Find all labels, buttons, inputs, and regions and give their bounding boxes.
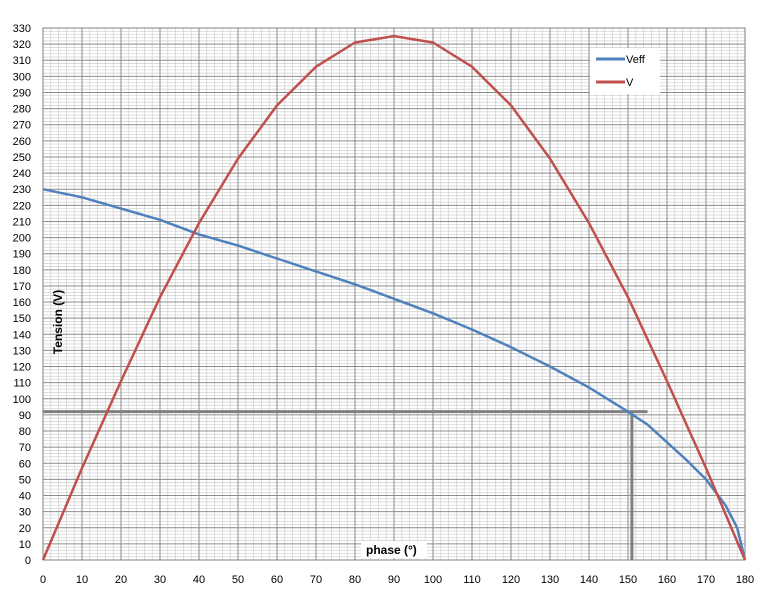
y-tick-label: 260 <box>13 136 31 148</box>
x-tick-label: 160 <box>658 574 676 586</box>
x-tick-label: 110 <box>463 574 481 586</box>
legend-background <box>590 48 660 94</box>
y-tick-label: 290 <box>13 87 31 99</box>
y-tick-label: 320 <box>13 39 31 51</box>
x-tick-label: 100 <box>424 574 442 586</box>
legend-label-v: V <box>626 77 634 89</box>
y-tick-label: 20 <box>19 523 31 535</box>
y-tick-label: 30 <box>19 507 31 519</box>
y-tick-label: 220 <box>13 200 31 212</box>
y-tick-label: 70 <box>19 442 31 454</box>
y-tick-label: 190 <box>13 249 31 261</box>
series-lines <box>41 34 747 561</box>
y-tick-label: 250 <box>13 152 31 164</box>
reference-lines <box>43 410 648 560</box>
x-tick-label: 80 <box>349 574 361 586</box>
x-tick-label: 90 <box>388 574 400 586</box>
x-tick-label: 50 <box>232 574 244 586</box>
x-axis-title: phase (°) <box>366 543 417 557</box>
y-tick-label: 110 <box>13 378 31 390</box>
y-tick-label: 270 <box>13 120 31 132</box>
x-tick-label: 180 <box>736 574 754 586</box>
y-tick-label: 230 <box>13 184 31 196</box>
x-tick-label: 40 <box>193 574 205 586</box>
x-tick-label: 60 <box>271 574 283 586</box>
y-tick-label: 150 <box>13 313 31 325</box>
y-tick-label: 330 <box>13 23 31 35</box>
y-tick-label: 80 <box>19 426 31 438</box>
y-tick-label: 140 <box>13 329 31 341</box>
y-tick-label: 200 <box>13 233 31 245</box>
y-tick-label: 50 <box>19 474 31 486</box>
x-tick-label: 0 <box>40 574 46 586</box>
y-tick-label: 60 <box>19 458 31 470</box>
series-line-veff <box>42 187 747 561</box>
legend-label-veff: Veff <box>626 54 646 66</box>
y-tick-label: 180 <box>13 265 31 277</box>
y-tick-label: 280 <box>13 104 31 116</box>
y-tick-label: 10 <box>19 539 31 551</box>
plot-area-border <box>42 27 746 561</box>
x-tick-label: 120 <box>502 574 520 586</box>
x-tick-label: 150 <box>619 574 637 586</box>
y-tick-label: 160 <box>13 297 31 309</box>
x-tick-label: 10 <box>76 574 88 586</box>
x-tick-label: 140 <box>580 574 598 586</box>
x-tick-label: 170 <box>697 574 715 586</box>
y-tick-label: 0 <box>25 555 31 567</box>
y-tick-label: 90 <box>19 410 31 422</box>
y-tick-label: 310 <box>13 55 31 67</box>
y-tick-label: 40 <box>19 491 31 503</box>
x-axis-title-background <box>361 541 427 558</box>
legend: Veff V <box>590 48 660 94</box>
series-line-v <box>41 34 747 561</box>
y-tick-labels: 0 10 20 30 40 50 60 70 80 90 100 110 120 130 140 150 160… <box>13 23 31 567</box>
y-tick-label: 170 <box>13 281 31 293</box>
y-tick-label: 130 <box>13 345 31 357</box>
y-tick-label: 210 <box>13 216 31 228</box>
y-tick-label: 100 <box>13 394 31 406</box>
x-tick-label: 20 <box>115 574 127 586</box>
x-tick-labels: 0 10 20 30 40 50 60 70 80 90 100 110 120 130 140 150 160… <box>40 574 754 586</box>
y-tick-label: 300 <box>13 71 31 83</box>
y-tick-label: 240 <box>13 168 31 180</box>
major-gridlines <box>42 27 746 561</box>
x-tick-label: 30 <box>154 574 166 586</box>
x-tick-label: 70 <box>310 574 322 586</box>
y-axis-title: Tension (V) <box>51 290 65 354</box>
y-tick-label: 120 <box>13 362 31 374</box>
x-tick-label: 130 <box>541 574 559 586</box>
